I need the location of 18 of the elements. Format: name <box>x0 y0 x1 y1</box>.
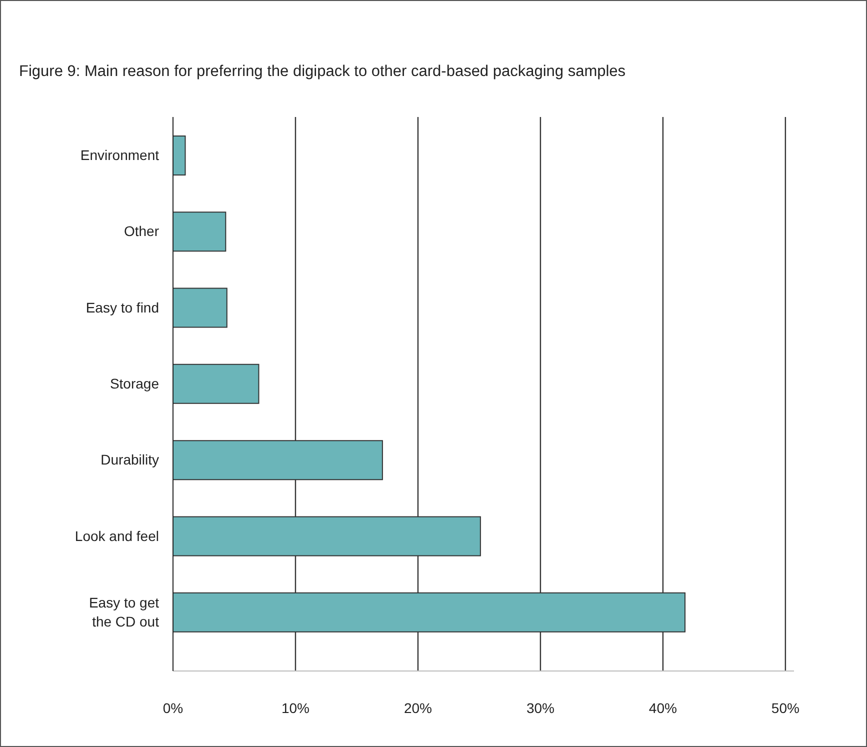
x-tick-label: 10% <box>281 700 310 716</box>
y-tick-label: Other <box>124 223 160 240</box>
x-tick-label: 30% <box>526 700 554 716</box>
bar <box>173 212 226 252</box>
x-tick-label: 20% <box>404 700 432 716</box>
y-tick-label: Easy to get the CD out <box>88 594 160 630</box>
bar <box>173 288 228 328</box>
bar <box>173 364 260 404</box>
y-tick-label: Storage <box>110 376 160 392</box>
y-tick-label: Easy to find <box>86 299 159 316</box>
y-tick-label: Environment <box>80 147 160 164</box>
x-tick-label: 50% <box>771 700 800 716</box>
y-tick-label: Durability <box>100 452 159 468</box>
bar <box>173 136 186 176</box>
chart-title: Figure 9: Main reason for preferring the digipack to other card-based packaging samples <box>19 63 626 81</box>
x-tick-label: 0% <box>162 700 184 716</box>
x-tick-label: 40% <box>648 700 677 716</box>
y-tick-label: Look and feel <box>74 528 159 544</box>
